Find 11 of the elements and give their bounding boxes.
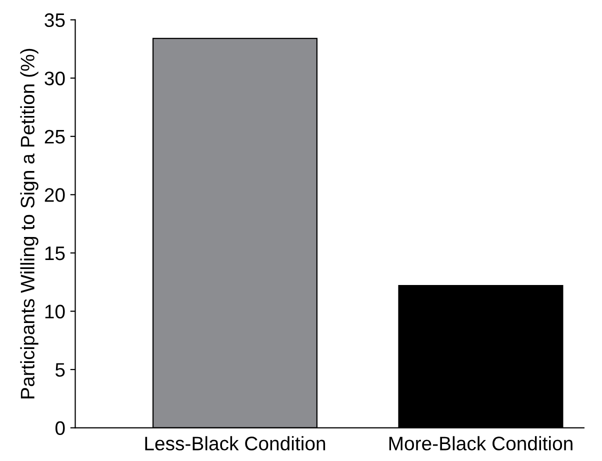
- y-tick-label: 20: [44, 188, 65, 202]
- y-tick-label: 15: [45, 246, 65, 260]
- y-tick-label: 10: [45, 304, 65, 318]
- y-tick-label: 0: [55, 421, 65, 436]
- y-tick-label: 5: [55, 363, 65, 377]
- y-tick-label: 35: [44, 13, 65, 28]
- y-tick-label: 25: [44, 130, 65, 144]
- x-tick-label: More-Black Condition: [389, 436, 572, 450]
- x-tick-label: Less-Black Condition: [145, 436, 326, 450]
- y-axis-title: Participants Willing to Sign a Petition (%): [20, 48, 38, 398]
- y-tick-label: 30: [44, 72, 65, 86]
